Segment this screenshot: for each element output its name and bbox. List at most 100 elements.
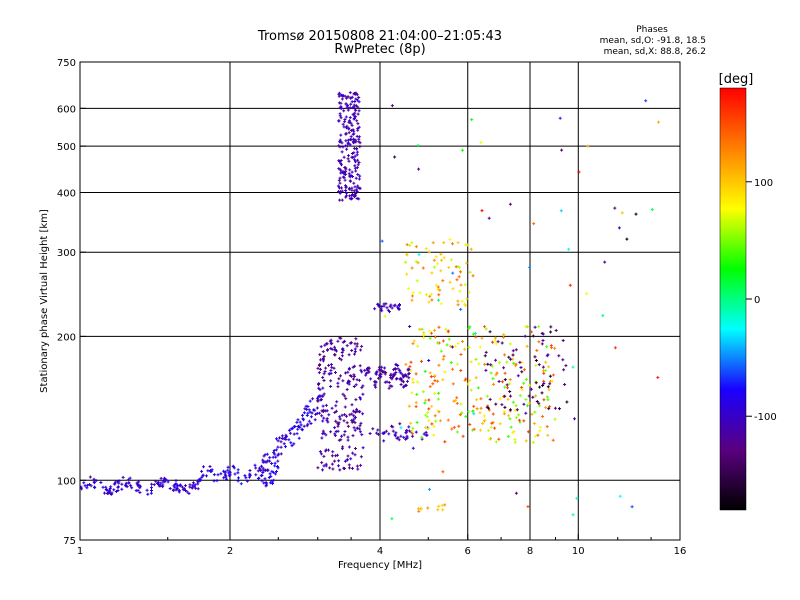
- data-point: [162, 476, 166, 480]
- data-point: [354, 383, 358, 387]
- data-point: [272, 451, 276, 455]
- data-point: [418, 291, 422, 295]
- data-point: [340, 434, 343, 438]
- data-point: [341, 122, 345, 126]
- data-point: [353, 350, 357, 354]
- data-point: [367, 370, 371, 374]
- data-point: [334, 404, 338, 408]
- data-point: [258, 468, 262, 472]
- data-point: [480, 336, 484, 340]
- data-point: [553, 346, 557, 350]
- data-point: [634, 212, 638, 216]
- data-point: [341, 145, 345, 149]
- data-point: [324, 449, 328, 453]
- data-point: [420, 359, 423, 363]
- data-point: [347, 172, 351, 176]
- data-point: [334, 371, 337, 374]
- data-point: [420, 327, 424, 331]
- data-point: [351, 156, 355, 159]
- data-point: [436, 379, 440, 383]
- data-point: [474, 357, 478, 361]
- data-point: [343, 459, 347, 463]
- data-point: [377, 365, 381, 369]
- data-point: [440, 503, 444, 507]
- data-point: [353, 421, 357, 425]
- data-point: [280, 434, 284, 438]
- data-point: [468, 325, 472, 329]
- data-point: [500, 403, 504, 407]
- data-point: [441, 508, 445, 512]
- data-point: [534, 363, 538, 367]
- data-point: [159, 476, 163, 480]
- data-point: [536, 433, 540, 437]
- data-point: [276, 439, 280, 443]
- data-point: [534, 394, 538, 398]
- data-point: [358, 424, 362, 428]
- data-point: [436, 508, 440, 512]
- data-point: [338, 112, 342, 116]
- data-point: [315, 406, 319, 410]
- x-tick-label: 1: [77, 546, 83, 557]
- data-point: [531, 395, 535, 399]
- data-point: [355, 150, 359, 154]
- data-point: [394, 431, 398, 435]
- data-point: [464, 377, 468, 381]
- data-point: [456, 241, 460, 245]
- data-point: [192, 481, 195, 485]
- data-point: [280, 437, 284, 440]
- data-point: [484, 368, 488, 372]
- colorbar-label: [deg]: [719, 72, 754, 87]
- data-point: [374, 380, 378, 384]
- data-point: [423, 369, 427, 373]
- data-point: [482, 414, 486, 418]
- data-point: [404, 437, 408, 441]
- data-point: [546, 433, 550, 437]
- data-point: [404, 362, 408, 366]
- data-point: [80, 487, 84, 491]
- data-point: [254, 466, 258, 470]
- data-point: [406, 367, 410, 371]
- data-point: [321, 419, 325, 423]
- data-point: [535, 349, 539, 352]
- data-point: [355, 409, 359, 413]
- data-point: [497, 361, 501, 365]
- data-point: [430, 404, 434, 408]
- data-point: [272, 449, 276, 452]
- data-point: [450, 258, 453, 262]
- data-point: [296, 418, 300, 422]
- data-point: [321, 432, 325, 436]
- data-point: [297, 436, 301, 440]
- data-point: [443, 440, 447, 444]
- data-point: [515, 408, 519, 412]
- data-point: [492, 382, 495, 386]
- data-point: [385, 306, 389, 310]
- data-point: [248, 475, 251, 479]
- data-point: [112, 488, 116, 492]
- data-point: [398, 422, 402, 426]
- data-point: [565, 400, 569, 404]
- data-point: [337, 160, 341, 163]
- data-point: [355, 166, 359, 170]
- grid-lines: [80, 62, 680, 540]
- data-point: [463, 283, 467, 287]
- scatter-points: [79, 91, 660, 521]
- data-point: [345, 144, 349, 148]
- data-point: [445, 343, 449, 347]
- data-point: [353, 364, 357, 368]
- data-point: [451, 382, 455, 386]
- data-point: [479, 141, 483, 144]
- data-point: [300, 427, 304, 431]
- y-tick-label: 600: [57, 104, 76, 115]
- data-point: [526, 404, 529, 408]
- data-point: [329, 342, 333, 346]
- data-point: [450, 427, 454, 431]
- data-point: [356, 467, 360, 471]
- data-point: [346, 95, 350, 99]
- data-point: [343, 172, 347, 176]
- data-point: [353, 185, 357, 189]
- data-point: [571, 513, 575, 517]
- data-point: [330, 347, 334, 351]
- data-point: [324, 433, 328, 437]
- data-point: [416, 143, 420, 147]
- data-point: [154, 479, 158, 483]
